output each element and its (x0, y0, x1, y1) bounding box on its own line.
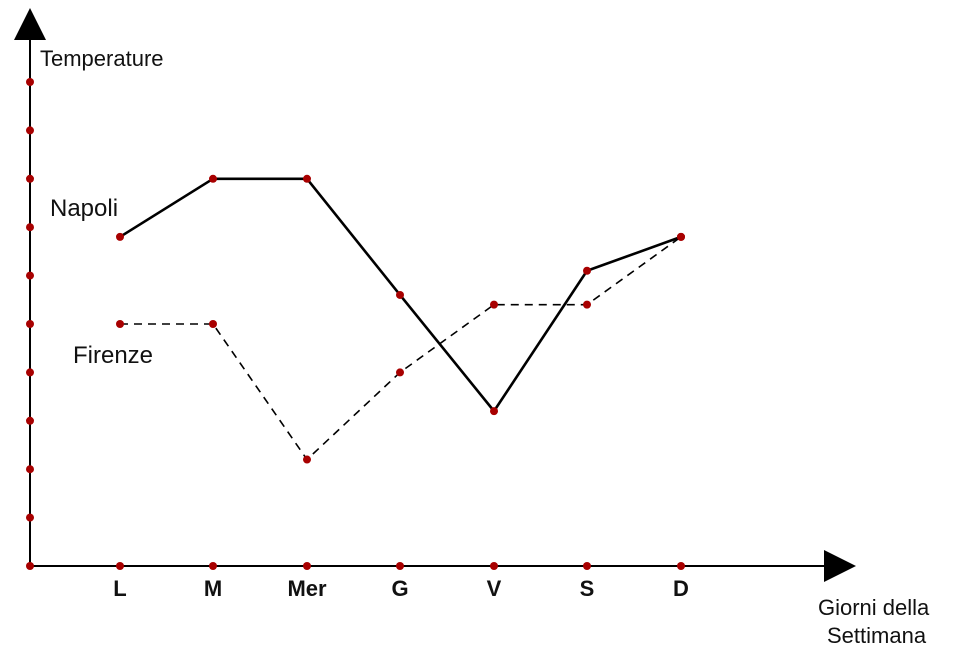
x-tick-label: D (673, 576, 689, 601)
data-point-napoli (396, 290, 404, 299)
data-point-napoli (303, 174, 311, 183)
series-label-napoli: Napoli (50, 195, 118, 222)
x-tick-dot (116, 562, 124, 570)
x-tick-dot (583, 562, 591, 570)
data-point-napoli (583, 266, 591, 275)
data-point-napoli (116, 232, 124, 241)
axis-origin-dot (26, 562, 34, 570)
x-tick-label: L (113, 576, 126, 601)
y-tick-dot (26, 78, 34, 86)
data-point-napoli (209, 174, 217, 183)
x-tick-label: G (391, 576, 408, 601)
x-tick-label: S (580, 576, 595, 601)
data-point-firenze (116, 320, 124, 328)
data-point-firenze (303, 455, 311, 464)
y-tick-dot (26, 174, 34, 183)
x-axis-title-line-2: Settimana (827, 623, 927, 648)
y-tick-dot (26, 513, 34, 522)
data-point-napoli (490, 407, 498, 416)
y-axis-arrow-icon (14, 8, 46, 40)
data-point-firenze (583, 300, 591, 309)
series-label-firenze: Firenze (73, 342, 153, 369)
x-tick-dot (490, 562, 498, 570)
series-layer (116, 174, 685, 464)
series-line-firenze (120, 236, 682, 461)
data-point-firenze (677, 232, 685, 241)
data-point-firenze (209, 320, 217, 328)
y-tick-dot (26, 416, 34, 425)
y-tick-dot (26, 368, 34, 377)
y-tick-dot (26, 126, 34, 135)
x-tick-dot (677, 562, 685, 570)
x-axis-ticks: L M Mer G V S D (113, 562, 689, 601)
y-tick-dot (26, 465, 34, 474)
data-point-firenze (396, 368, 404, 377)
x-tick-dot (209, 562, 217, 570)
x-tick-label: V (487, 576, 502, 601)
y-tick-dot (26, 271, 34, 280)
x-tick-dot (396, 562, 404, 570)
x-tick-dot (303, 562, 311, 570)
x-tick-label: Mer (287, 576, 327, 601)
y-tick-dot (26, 223, 34, 232)
y-tick-dot (26, 320, 34, 328)
y-axis-ticks (26, 78, 34, 570)
data-point-firenze (490, 300, 498, 309)
x-axis-title-line-1: Giorni della (818, 595, 930, 620)
x-tick-label: M (204, 576, 222, 601)
axes (14, 8, 856, 582)
y-axis-title: Temperature (40, 46, 164, 71)
x-axis-arrow-icon (824, 550, 856, 582)
